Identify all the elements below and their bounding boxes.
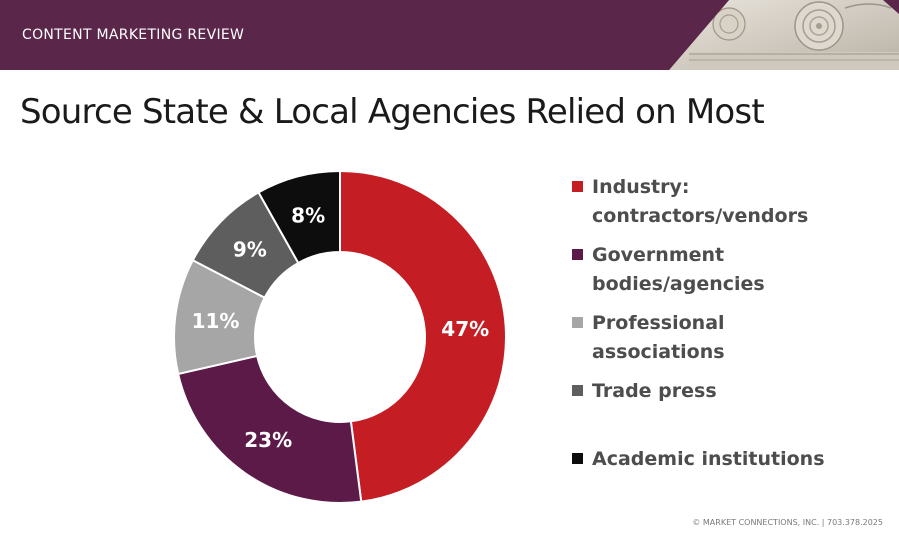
slice-label-trade-press: 9% — [233, 238, 267, 262]
legend-item-government: Government bodies/agencies — [572, 241, 862, 299]
legend-item-industry: Industry: contractors/vendors — [572, 173, 862, 231]
legend-item-academic: Academic institutions — [572, 445, 862, 474]
legend-swatch-professional — [572, 317, 583, 328]
header-bar: CONTENT MARKETING REVIEW — [0, 0, 899, 70]
page-title: Source State & Local Agencies Relied on … — [20, 92, 765, 132]
slice-label-academic: 8% — [291, 204, 325, 228]
slice-label-industry: 47% — [441, 317, 489, 341]
legend-label-government: Government bodies/agencies — [592, 244, 765, 295]
column-capital-decoration — [669, 0, 899, 70]
slice-industry — [339, 169, 507, 503]
legend-item-professional: Professional associations — [572, 309, 862, 367]
legend-label-industry: Industry: contractors/vendors — [592, 176, 809, 227]
legend-swatch-industry — [572, 181, 583, 192]
header-label: CONTENT MARKETING REVIEW — [22, 27, 245, 43]
legend-label-trade-press: Trade press — [592, 380, 717, 402]
footer-copyright: © MARKET CONNECTIONS, INC. | 703.378.202… — [692, 518, 883, 527]
legend-swatch-academic — [572, 453, 583, 464]
legend-label-academic: Academic institutions — [592, 448, 825, 470]
slice-government — [176, 354, 363, 504]
slice-label-professional: 11% — [192, 309, 240, 333]
legend-item-trade-press: Trade press — [572, 377, 862, 406]
slice-academic — [257, 169, 341, 265]
legend-swatch-government — [572, 249, 583, 260]
legend-label-professional: Professional associations — [592, 312, 725, 363]
legend-swatch-trade-press — [572, 385, 583, 396]
slice-label-government: 23% — [244, 428, 292, 452]
donut-chart: 47% 23% 11% 9% 8% — [173, 169, 507, 504]
